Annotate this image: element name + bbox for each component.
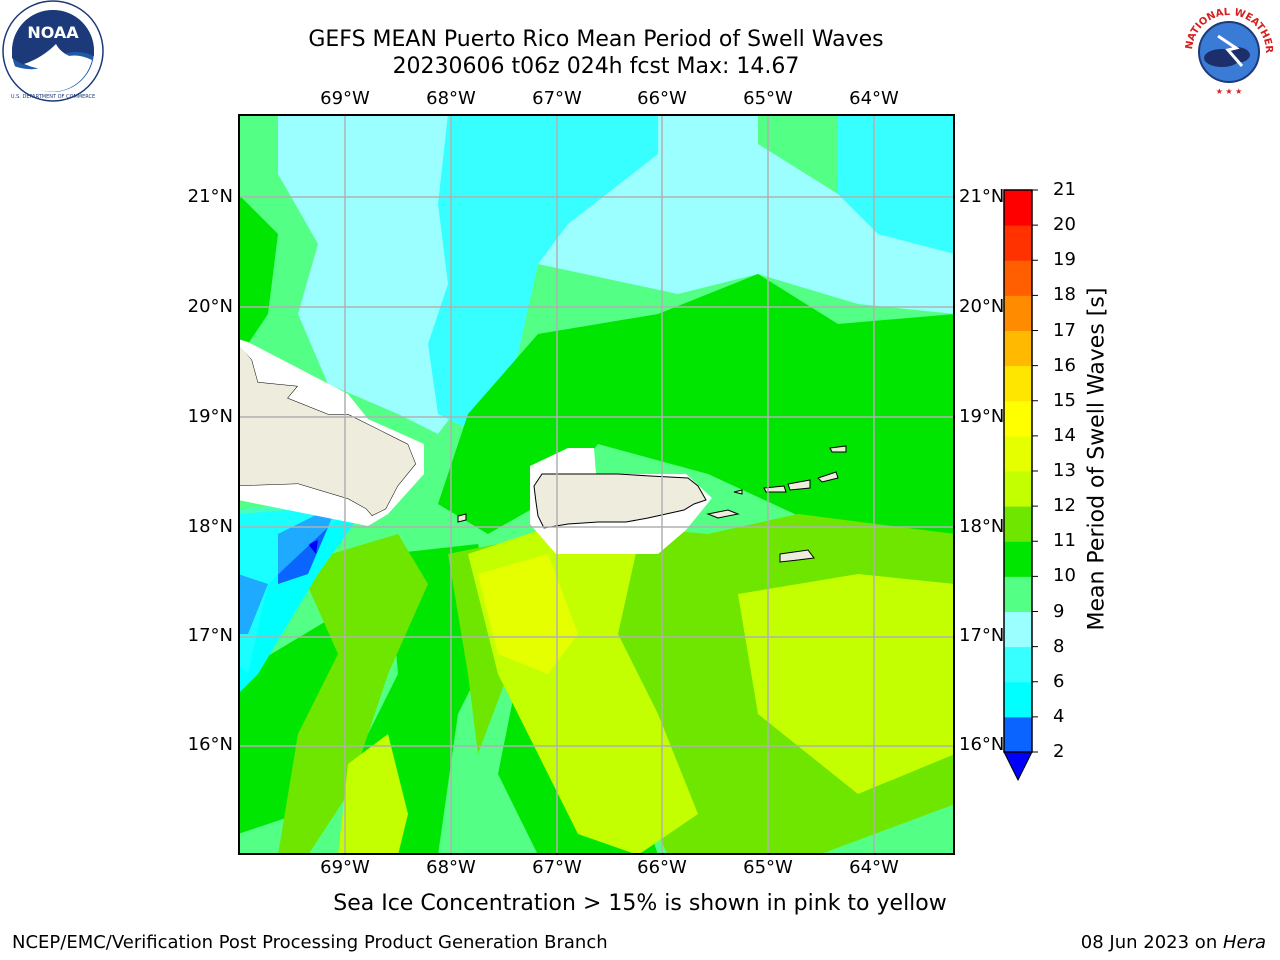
- colorbar-tick-label: 2: [1053, 741, 1065, 762]
- lat-tick-left: 17°N: [187, 625, 233, 646]
- contour-2-4-sw: [238, 574, 268, 634]
- colorbar-tick-label: 11: [1053, 530, 1076, 552]
- lon-tick-bottom: 68°W: [426, 857, 476, 878]
- lon-tick-top: 67°W: [532, 88, 582, 109]
- contour-12-13-east: [738, 574, 955, 794]
- colorbar-tick-label: 16: [1053, 354, 1076, 376]
- lat-tick-right: 16°N: [959, 734, 1005, 755]
- mask-hispaniola: [238, 339, 424, 526]
- colorbar-tick-label: 21: [1053, 179, 1076, 200]
- island-virgin-2: [787, 479, 811, 491]
- colorbar-band: [1004, 541, 1032, 577]
- lat-tick-right: 20°N: [959, 296, 1005, 317]
- footer-date: 08 Jun 2023 on Hera: [1080, 932, 1266, 953]
- colorbar-tick-label: 12: [1053, 495, 1076, 517]
- map-title: GEFS MEAN Puerto Rico Mean Period of Swe…: [308, 27, 884, 52]
- contour-4-6-sw: [238, 504, 368, 694]
- colorbar-band: [1004, 295, 1032, 331]
- graticule: [238, 114, 955, 855]
- colorbar-band: [1004, 716, 1032, 753]
- map-subtitle: 20230606 t06z 024h fcst Max: 14.67: [392, 54, 800, 79]
- island-culebra: [733, 489, 743, 495]
- lon-tick-top: 69°W: [320, 88, 370, 109]
- svg-text:U.S. DEPARTMENT OF COMMERCE: U.S. DEPARTMENT OF COMMERCE: [11, 94, 95, 100]
- footer-branch: NCEP/EMC/Verification Post Processing Pr…: [12, 932, 608, 953]
- lon-tick-bottom: 65°W: [743, 857, 793, 878]
- svg-text:★ ★ ★: ★ ★ ★: [1216, 87, 1243, 96]
- contour-10-11-sw: [238, 614, 358, 834]
- lat-tick-right: 18°N: [959, 516, 1005, 537]
- lon-tick-top: 65°W: [743, 88, 793, 109]
- colorbar-tick-label: 20: [1053, 214, 1076, 236]
- colorbar-band: [1004, 260, 1032, 296]
- lon-tick-top: 64°W: [849, 88, 899, 109]
- island-anegada: [829, 445, 847, 453]
- colorbar-band: [1004, 365, 1032, 402]
- lon-tick-top: 68°W: [426, 88, 476, 109]
- colorbar-band: [1004, 190, 1032, 226]
- colorbar-tick-label: 17: [1053, 319, 1076, 341]
- colorbar-band: [1004, 225, 1032, 261]
- colorbar-band: [1004, 646, 1032, 683]
- colorbar-tick-label: 9: [1053, 600, 1065, 622]
- lon-tick-bottom: 67°W: [532, 857, 582, 878]
- colorbar-band: [1004, 576, 1032, 612]
- island-st-croix: [779, 549, 815, 563]
- island-mona: [457, 513, 467, 523]
- colorbar-under-arrow: [1003, 751, 1033, 782]
- colorbar-band: [1004, 471, 1032, 507]
- lat-tick-right: 21°N: [959, 186, 1005, 207]
- colorbar-tick-label: 19: [1053, 249, 1076, 271]
- colorbar-tick-label: 10: [1053, 565, 1076, 587]
- colorbar-tick-label: 14: [1053, 424, 1076, 446]
- colorbar-tick-label: 4: [1053, 705, 1065, 727]
- colorbar-tick-label: 6: [1053, 670, 1065, 692]
- lon-tick-bottom: 66°W: [637, 857, 687, 878]
- colorbar-tick-label: 8: [1053, 635, 1065, 657]
- colorbar: [1003, 189, 1038, 782]
- colorbar-band: [1004, 681, 1032, 718]
- noaa-logo: NOAA U.S. DEPARTMENT OF COMMERCE: [2, 0, 104, 102]
- colorbar-band: [1004, 435, 1032, 472]
- lat-tick-left: 20°N: [187, 296, 233, 317]
- lat-tick-left: 19°N: [187, 406, 233, 427]
- contour-12-13-sw: [338, 734, 408, 855]
- lat-tick-left: 21°N: [187, 186, 233, 207]
- lat-tick-right: 17°N: [959, 625, 1005, 646]
- colorbar-tick-label: 15: [1053, 389, 1076, 411]
- lat-tick-right: 19°N: [959, 406, 1005, 427]
- colorbar-band: [1004, 400, 1032, 437]
- land-puerto-rico: [533, 473, 707, 529]
- footer-machine: Hera: [1222, 932, 1266, 953]
- lat-tick-left: 18°N: [187, 516, 233, 537]
- colorbar-tick-label: 13: [1053, 460, 1076, 481]
- lat-tick-left: 16°N: [187, 734, 233, 755]
- swell-period-map: [238, 114, 955, 855]
- island-virgin-3: [817, 471, 839, 483]
- colorbar-band: [1004, 506, 1032, 542]
- sea-ice-footnote: Sea Ice Concentration > 15% is shown in …: [333, 891, 947, 916]
- island-virgin-1: [763, 485, 787, 493]
- lon-tick-top: 66°W: [637, 88, 687, 109]
- contour-13-14-center: [478, 554, 578, 674]
- colorbar-title: Mean Period of Swell Waves [s]: [1084, 287, 1110, 631]
- contour-6-7-sw: [238, 499, 358, 674]
- contour-under-2: [308, 540, 318, 554]
- contour-7-8-north: [428, 114, 658, 434]
- colorbar-tick-label: 18: [1053, 284, 1076, 306]
- lon-tick-bottom: 64°W: [849, 857, 899, 878]
- svg-text:NOAA: NOAA: [27, 23, 79, 42]
- contour-11-12-sw: [278, 534, 428, 855]
- colorbar-band: [1004, 330, 1032, 367]
- map-frame: [238, 114, 955, 855]
- contour-7-8-ne: [838, 114, 955, 254]
- lon-tick-bottom: 69°W: [320, 857, 370, 878]
- nws-logo: NATIONAL WEATHER SERVICE ★ ★ ★: [1178, 0, 1275, 96]
- island-vieques: [706, 509, 740, 519]
- colorbar-band: [1004, 611, 1032, 648]
